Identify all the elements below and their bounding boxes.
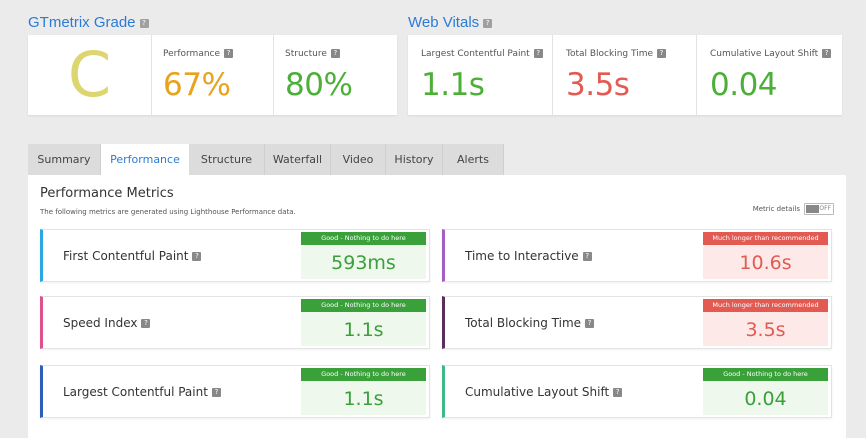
metric-name: Largest Contentful Paint — [63, 385, 208, 399]
status-badge: Good - Nothing to do here — [301, 368, 426, 381]
tab-structure[interactable]: Structure — [189, 144, 265, 175]
vital-cls: Cumulative Layout Shift 0.04 — [697, 35, 842, 115]
performance-value: 67% — [163, 67, 231, 103]
vital-tbt: Total Blocking Time 3.5s — [553, 35, 697, 115]
help-icon[interactable] — [483, 18, 493, 28]
status-badge: Much longer than recommended — [703, 232, 828, 245]
status-badge: Good - Nothing to do here — [301, 232, 426, 245]
toggle-state: OFF — [819, 205, 831, 212]
help-icon[interactable] — [141, 319, 151, 328]
metric-name: Time to Interactive — [465, 249, 579, 263]
toggle-knob — [806, 205, 819, 213]
help-icon[interactable] — [822, 49, 832, 58]
web-vitals-title: Web Vitals — [408, 14, 480, 31]
performance-score: Performance 67% — [152, 35, 274, 115]
metric-value: 593ms — [301, 245, 426, 279]
tab-history[interactable]: History — [386, 144, 443, 175]
structure-score: Structure 80% — [274, 35, 397, 115]
metric-details-toggle[interactable]: OFF — [804, 203, 834, 215]
metric-card-cls: Cumulative Layout Shift Good - Nothing t… — [442, 365, 832, 418]
web-vitals-box: Largest Contentful Paint 1.1s Total Bloc… — [408, 35, 842, 115]
tab-performance[interactable]: Performance — [101, 144, 189, 175]
structure-value: 80% — [285, 67, 353, 103]
help-icon[interactable] — [139, 18, 149, 28]
gtmetrix-grade-heading: GTmetrix Grade — [28, 14, 149, 31]
metric-card-lcp: Largest Contentful Paint Good - Nothing … — [40, 365, 430, 418]
grade-letter: C — [28, 35, 152, 115]
tab-video[interactable]: Video — [331, 144, 386, 175]
status-badge: Good - Nothing to do here — [301, 299, 426, 312]
help-icon[interactable] — [613, 388, 623, 397]
vital-label: Total Blocking Time — [566, 49, 654, 59]
status-badge: Good - Nothing to do here — [703, 368, 828, 381]
help-icon[interactable] — [192, 252, 202, 261]
performance-panel: Performance Metrics The following metric… — [28, 175, 846, 438]
panel-subtitle: The following metrics are generated usin… — [40, 208, 296, 216]
metric-value: 3.5s — [703, 312, 828, 346]
status-badge: Much longer than recommended — [703, 299, 828, 312]
performance-label: Performance — [163, 49, 221, 59]
metric-details: Metric details OFF — [753, 203, 834, 215]
help-icon[interactable] — [211, 388, 221, 397]
help-icon[interactable] — [657, 49, 667, 58]
metric-card-tti: Time to Interactive Much longer than rec… — [442, 229, 832, 282]
web-vitals-heading: Web Vitals — [408, 14, 493, 31]
gtmetrix-grade-title: GTmetrix Grade — [28, 14, 136, 31]
help-icon[interactable] — [585, 319, 595, 328]
vital-lcp: Largest Contentful Paint 1.1s — [408, 35, 553, 115]
help-icon[interactable] — [582, 252, 592, 261]
vital-label: Cumulative Layout Shift — [710, 49, 819, 59]
help-icon[interactable] — [533, 49, 543, 58]
metric-card-fcp: First Contentful Paint Good - Nothing to… — [40, 229, 430, 282]
tab-waterfall[interactable]: Waterfall — [265, 144, 331, 175]
metric-details-label: Metric details — [752, 205, 800, 213]
tab-summary[interactable]: Summary — [28, 144, 101, 175]
help-icon[interactable] — [224, 49, 234, 58]
metric-card-speed-index: Speed Index Good - Nothing to do here 1.… — [40, 296, 430, 349]
grade-box: C Performance 67% Structure 80% — [28, 35, 397, 115]
metric-value: 0.04 — [703, 381, 828, 415]
metric-value: 10.6s — [703, 245, 828, 279]
metric-name: Cumulative Layout Shift — [465, 385, 610, 399]
metric-value: 1.1s — [301, 312, 426, 346]
vital-value: 1.1s — [421, 67, 485, 103]
vital-value: 0.04 — [710, 67, 778, 103]
metric-name: Total Blocking Time — [465, 316, 582, 330]
help-icon[interactable] — [330, 49, 340, 58]
metric-card-tbt: Total Blocking Time Much longer than rec… — [442, 296, 832, 349]
tab-alerts[interactable]: Alerts — [443, 144, 504, 175]
metric-value: 1.1s — [301, 381, 426, 415]
panel-title: Performance Metrics — [40, 186, 174, 201]
metric-name: First Contentful Paint — [63, 249, 189, 263]
structure-label: Structure — [285, 49, 327, 59]
vital-label: Largest Contentful Paint — [421, 49, 530, 59]
metric-name: Speed Index — [63, 316, 138, 330]
vital-value: 3.5s — [566, 67, 630, 103]
